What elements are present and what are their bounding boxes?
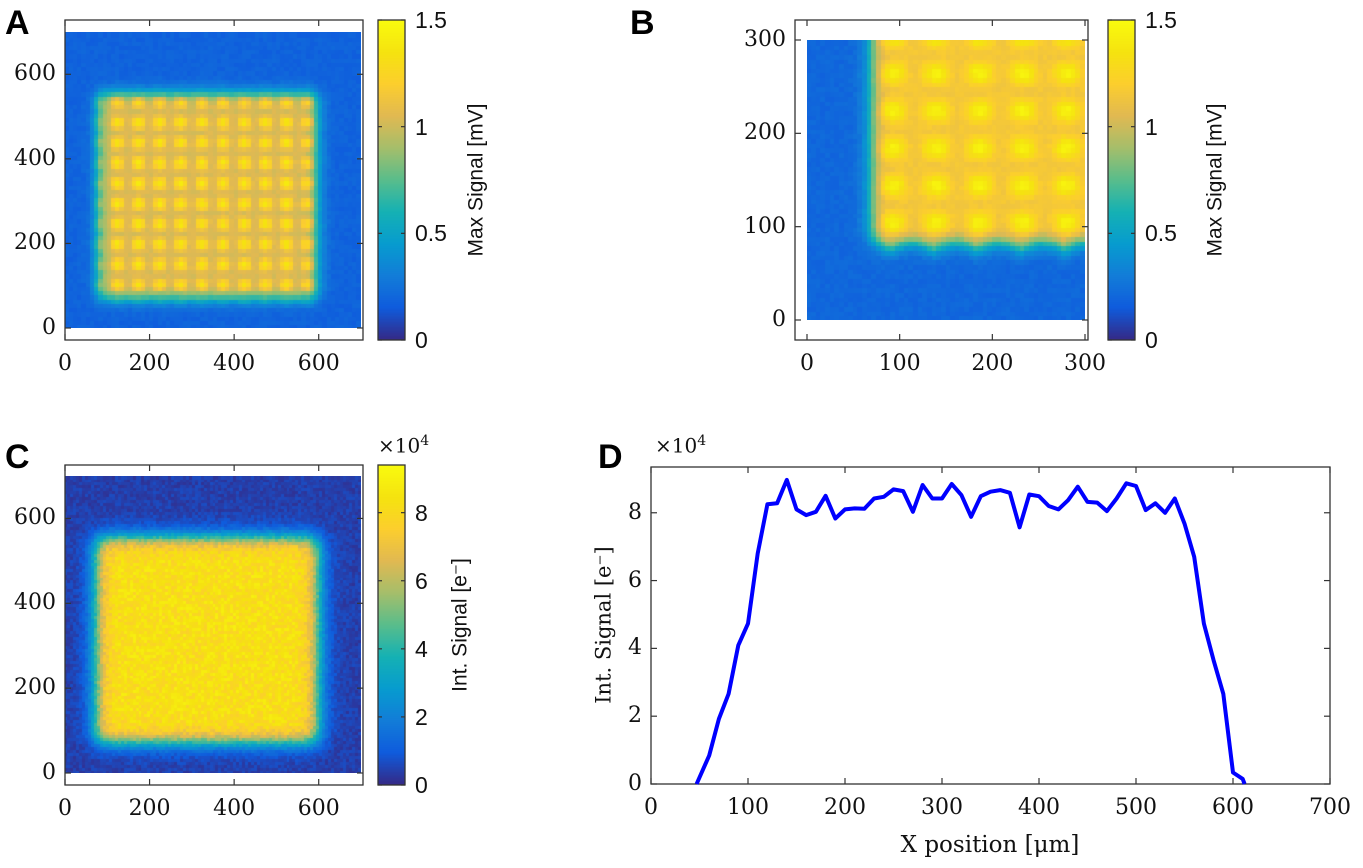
y-tick-label: 8: [628, 499, 642, 525]
x-tick-label: 400: [213, 796, 256, 821]
y-tick-label: 2: [628, 703, 642, 729]
colorbar-tick-label: 2: [415, 703, 428, 730]
y-axis-label-d: Int. Signal [e⁻]: [591, 546, 616, 704]
y-tick-label: 300: [744, 27, 786, 52]
x-tick-label: 300: [921, 795, 963, 820]
colorbar-tick-label: 8: [415, 499, 428, 526]
colorbar-label-c: Int. Signal [e⁻]: [448, 558, 472, 692]
colorbar-frame-b: [1107, 19, 1136, 341]
x-axis-label-d: X position [μm]: [900, 832, 1080, 858]
x-tick-label: 0: [644, 795, 658, 820]
y-multiplier-d: ×104: [655, 433, 707, 458]
x-tick-label: 0: [58, 351, 72, 376]
x-tick-label: 0: [800, 351, 814, 376]
colorbar-b: [1108, 20, 1135, 340]
y-tick-label: 0: [42, 315, 56, 340]
heatmap-a: [65, 32, 361, 328]
colorbar-frame-a: [377, 19, 406, 341]
x-tick-label: 400: [213, 351, 256, 376]
y-tick-label: 200: [14, 675, 56, 701]
x-tick-label: 200: [128, 796, 171, 821]
axes-box-c: [64, 464, 364, 786]
panel-letter-c: C: [5, 438, 30, 476]
colorbar-tick-label: 6: [415, 567, 428, 594]
y-tick-label: 100: [744, 213, 786, 239]
x-tick-label: 600: [297, 351, 340, 376]
x-tick-label: 600: [1212, 795, 1254, 820]
x-tick-label: 100: [878, 351, 921, 376]
x-tick-label: 500: [1115, 795, 1157, 820]
colorbar-tick-label: 0: [415, 772, 428, 798]
x-tick-label: 700: [1309, 795, 1351, 820]
panel-letter-a: A: [5, 4, 30, 42]
axes-box-b: [794, 19, 1089, 341]
y-tick-label: 200: [14, 230, 56, 256]
x-tick-label: 100: [727, 795, 769, 820]
colorbar-a: [378, 20, 405, 340]
colorbar-tick-label: 0: [415, 327, 428, 353]
colorbar-tick-label: 4: [415, 635, 428, 662]
y-tick-label: 400: [14, 590, 56, 616]
x-tick-label: 600: [297, 796, 340, 821]
y-tick-label: 6: [628, 567, 642, 593]
y-tick-label: 600: [14, 61, 56, 87]
colorbar-tick-label: 1.5: [415, 7, 447, 33]
colorbar-label-a: Max Signal [mV]: [464, 103, 488, 257]
y-tick-label: 600: [14, 505, 56, 531]
x-tick-label: 400: [1018, 795, 1060, 820]
y-tick-label: 200: [744, 120, 786, 146]
signal-profile-line: [694, 477, 1247, 785]
y-tick-label: 4: [628, 635, 642, 661]
panel-letter-d: D: [598, 438, 623, 476]
y-tick-label: 400: [14, 145, 56, 171]
panel-letter-b: B: [630, 4, 655, 42]
colorbar-label-b: Max Signal [mV]: [1203, 103, 1227, 257]
colorbar-tick-label: 1: [1145, 113, 1158, 140]
x-tick-label: 200: [128, 351, 171, 376]
colorbar-tick-label: 1: [415, 113, 428, 140]
x-tick-label: 200: [824, 795, 866, 820]
colorbar-multiplier-c: ×104: [378, 433, 430, 458]
colorbar-c: [378, 465, 405, 785]
colorbar-tick-label: 0.5: [415, 220, 447, 247]
heatmap-c: [65, 476, 361, 773]
y-tick-label: 0: [772, 307, 786, 332]
x-tick-label: 200: [971, 351, 1014, 376]
y-tick-label: 0: [42, 760, 56, 785]
colorbar-tick-label: 0: [1145, 327, 1158, 353]
x-tick-label: 300: [1064, 351, 1106, 376]
colorbar-tick-label: 1.5: [1145, 7, 1177, 33]
heatmap-b: [807, 40, 1085, 320]
colorbar-frame-c: [377, 464, 406, 786]
x-tick-label: 0: [58, 796, 72, 821]
axes-box-a: [64, 19, 364, 341]
colorbar-tick-label: 0.5: [1145, 220, 1177, 247]
axes-box-d: [650, 466, 1331, 785]
y-tick-label: 0: [628, 771, 642, 796]
